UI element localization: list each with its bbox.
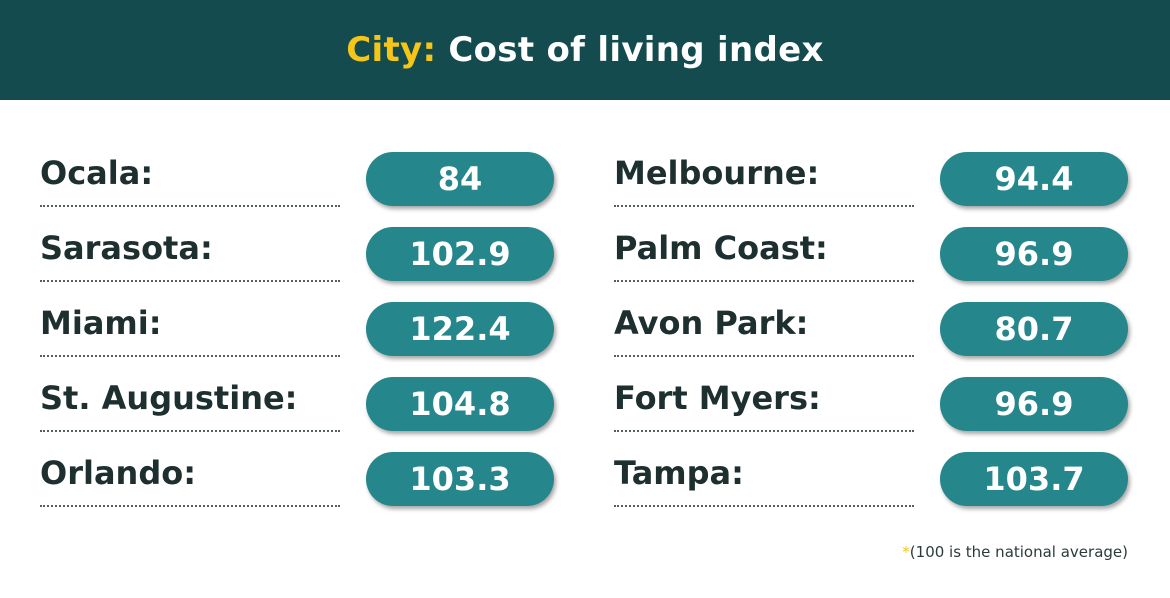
city-row: Palm Coast: 96.9 — [614, 225, 1130, 300]
city-name: Miami: — [40, 304, 162, 342]
city-name: Tampa: — [614, 454, 744, 492]
index-value-badge: 84 — [366, 152, 554, 206]
right-city-list: Melbourne: 94.4 Palm Coast: 96.9 Avon Pa… — [614, 150, 1130, 525]
city-row: Orlando: 103.3 — [40, 450, 556, 525]
dotted-divider — [614, 280, 914, 282]
index-value-badge: 96.9 — [940, 227, 1128, 281]
city-row: Tampa: 103.7 — [614, 450, 1130, 525]
city-name: Fort Myers: — [614, 379, 821, 417]
city-name: Melbourne: — [614, 154, 820, 192]
dotted-divider — [40, 280, 340, 282]
city-row: Ocala: 84 — [40, 150, 556, 225]
index-value-badge: 94.4 — [940, 152, 1128, 206]
city-row: St. Augustine: 104.8 — [40, 375, 556, 450]
dotted-divider — [40, 505, 340, 507]
city-row: Avon Park: 80.7 — [614, 300, 1130, 375]
dotted-divider — [614, 355, 914, 357]
city-row: Sarasota: 102.9 — [40, 225, 556, 300]
index-value-badge: 103.3 — [366, 452, 554, 506]
dotted-divider — [614, 430, 914, 432]
city-name: Ocala: — [40, 154, 154, 192]
index-value-badge: 102.9 — [366, 227, 554, 281]
city-name: Orlando: — [40, 454, 197, 492]
city-row: Miami: 122.4 — [40, 300, 556, 375]
footnote: *(100 is the national average) — [902, 543, 1128, 561]
index-value-badge: 80.7 — [940, 302, 1128, 356]
dotted-divider — [40, 205, 340, 207]
city-name: St. Augustine: — [40, 379, 298, 417]
header-accent: City: — [346, 30, 437, 70]
page-title: Cost of living index — [448, 30, 824, 70]
city-name: Palm Coast: — [614, 229, 828, 267]
city-name: Sarasota: — [40, 229, 213, 267]
dotted-divider — [614, 205, 914, 207]
dotted-divider — [40, 355, 340, 357]
dotted-divider — [614, 505, 914, 507]
city-row: Fort Myers: 96.9 — [614, 375, 1130, 450]
city-row: Melbourne: 94.4 — [614, 150, 1130, 225]
header-banner: City: Cost of living index — [0, 0, 1170, 100]
index-value-badge: 103.7 — [940, 452, 1128, 506]
index-value-badge: 96.9 — [940, 377, 1128, 431]
left-city-list: Ocala: 84 Sarasota: 102.9 Miami: 122.4 S… — [40, 150, 556, 525]
city-name: Avon Park: — [614, 304, 809, 342]
footnote-text: (100 is the national average) — [909, 543, 1128, 561]
dotted-divider — [40, 430, 340, 432]
footnote-asterisk: * — [902, 543, 910, 561]
index-value-badge: 122.4 — [366, 302, 554, 356]
index-value-badge: 104.8 — [366, 377, 554, 431]
